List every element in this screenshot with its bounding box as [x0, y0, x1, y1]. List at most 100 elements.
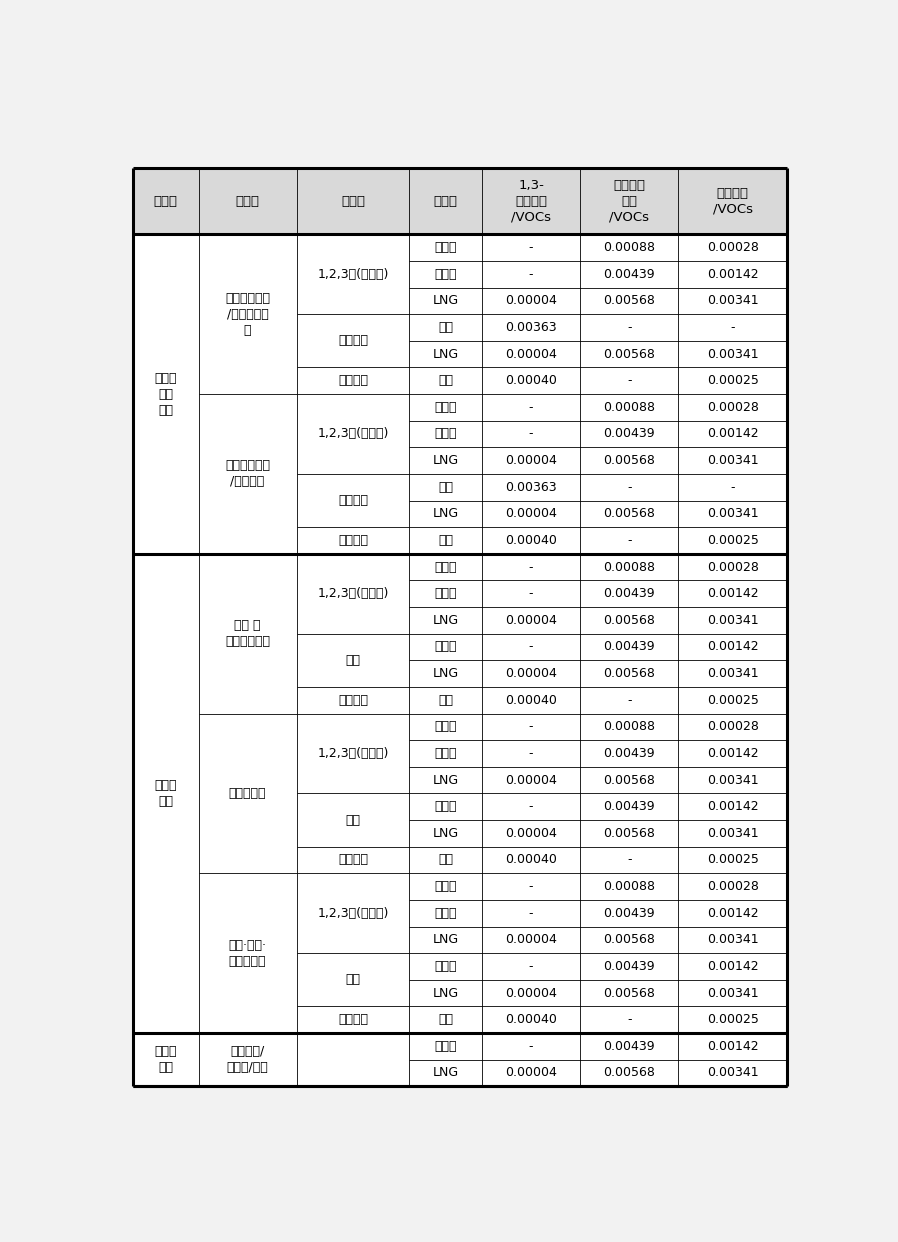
Text: LNG: LNG	[433, 933, 459, 946]
Text: 기타: 기타	[346, 653, 360, 667]
Text: 0.00004: 0.00004	[506, 827, 557, 840]
Text: 0.00040: 0.00040	[506, 694, 557, 707]
Text: 0.00142: 0.00142	[707, 427, 759, 441]
Text: 1,2,3종(보일러): 1,2,3종(보일러)	[317, 587, 389, 600]
Text: 무연탄: 무연탄	[435, 560, 457, 574]
Text: 에틸벤젠
/VOCs: 에틸벤젠 /VOCs	[713, 186, 753, 216]
Text: 0.00004: 0.00004	[506, 507, 557, 520]
Text: 유연탄: 유연탄	[435, 641, 457, 653]
Text: 0.00004: 0.00004	[506, 667, 557, 681]
Text: 0.00341: 0.00341	[707, 667, 759, 681]
Text: 1,2,3종(보일러): 1,2,3종(보일러)	[317, 268, 389, 281]
Text: -: -	[529, 268, 533, 281]
Text: 0.00028: 0.00028	[707, 401, 759, 414]
Text: 0.00025: 0.00025	[707, 534, 759, 546]
Text: LNG: LNG	[433, 455, 459, 467]
Text: 공공발전시설
/민간발전시
설: 공공발전시설 /민간발전시 설	[225, 292, 270, 337]
Text: 1,2,3종(보일러): 1,2,3종(보일러)	[317, 427, 389, 441]
Text: 0.00439: 0.00439	[603, 960, 655, 972]
Bar	[133, 168, 788, 235]
Text: 유연탄: 유연탄	[435, 587, 457, 600]
Text: -: -	[529, 881, 533, 893]
Text: 0.00025: 0.00025	[707, 694, 759, 707]
Text: 0.00439: 0.00439	[603, 268, 655, 281]
Text: 1,2,3종(보일러): 1,2,3종(보일러)	[317, 746, 389, 760]
Text: LNG: LNG	[433, 667, 459, 681]
Text: 가스터빈: 가스터빈	[338, 494, 368, 507]
Text: LNG: LNG	[433, 1067, 459, 1079]
Text: 0.00004: 0.00004	[506, 933, 557, 946]
Text: 디클로로
메탄
/VOCs: 디클로로 메탄 /VOCs	[609, 179, 649, 224]
Text: 대분류: 대분류	[154, 195, 178, 207]
Text: 경유: 경유	[438, 374, 453, 388]
Text: 0.00439: 0.00439	[603, 1040, 655, 1053]
Text: 무연탄: 무연탄	[435, 881, 457, 893]
Text: -: -	[627, 853, 631, 867]
Text: -: -	[627, 694, 631, 707]
Text: 경유: 경유	[438, 853, 453, 867]
Text: -: -	[529, 641, 533, 653]
Text: 0.00088: 0.00088	[603, 560, 656, 574]
Text: 0.00341: 0.00341	[707, 986, 759, 1000]
Text: LNG: LNG	[433, 348, 459, 360]
Text: 0.00568: 0.00568	[603, 827, 656, 840]
Text: 0.00040: 0.00040	[506, 1013, 557, 1026]
Text: 0.00004: 0.00004	[506, 614, 557, 627]
Text: -: -	[529, 720, 533, 733]
Text: 소분류: 소분류	[341, 195, 365, 207]
Text: 0.00142: 0.00142	[707, 587, 759, 600]
Text: 유연탄: 유연탄	[435, 907, 457, 919]
Text: 유연탄: 유연탄	[435, 960, 457, 972]
Text: 0.00341: 0.00341	[707, 827, 759, 840]
Text: 에너지
산업
연소: 에너지 산업 연소	[154, 371, 177, 416]
Text: 0.00040: 0.00040	[506, 534, 557, 546]
Text: -: -	[529, 800, 533, 814]
Text: 농업·축산·
수산업시설: 농업·축산· 수산업시설	[229, 939, 267, 968]
Text: 경유: 경유	[438, 694, 453, 707]
Text: 무연탄: 무연탄	[435, 401, 457, 414]
Text: LNG: LNG	[433, 614, 459, 627]
Text: 0.00439: 0.00439	[603, 587, 655, 600]
Text: 0.00363: 0.00363	[506, 481, 557, 494]
Text: 유연탄: 유연탄	[435, 1040, 457, 1053]
Text: 기타: 기타	[346, 814, 360, 826]
Text: 지역난방시설
/석유정제: 지역난방시설 /석유정제	[225, 460, 270, 488]
Text: 경유: 경유	[438, 534, 453, 546]
Text: 0.00568: 0.00568	[603, 933, 656, 946]
Text: 0.00004: 0.00004	[506, 294, 557, 307]
Text: 0.00142: 0.00142	[707, 746, 759, 760]
Text: 0.00142: 0.00142	[707, 641, 759, 653]
Text: 0.00439: 0.00439	[603, 800, 655, 814]
Text: -: -	[627, 1013, 631, 1026]
Text: 내연기관: 내연기관	[338, 534, 368, 546]
Text: 유연탄: 유연탄	[435, 427, 457, 441]
Text: 0.00142: 0.00142	[707, 960, 759, 972]
Text: 0.00025: 0.00025	[707, 374, 759, 388]
Text: 0.00568: 0.00568	[603, 455, 656, 467]
Text: 0.00341: 0.00341	[707, 455, 759, 467]
Text: 가스터빈: 가스터빈	[338, 334, 368, 348]
Text: 무연탄: 무연탄	[435, 720, 457, 733]
Text: 0.00341: 0.00341	[707, 294, 759, 307]
Text: -: -	[529, 560, 533, 574]
Text: 0.00363: 0.00363	[506, 320, 557, 334]
Text: 0.00341: 0.00341	[707, 933, 759, 946]
Text: 주거용시설: 주거용시설	[229, 787, 267, 800]
Text: 0.00341: 0.00341	[707, 774, 759, 786]
Text: 0.00040: 0.00040	[506, 853, 557, 867]
Text: 경유: 경유	[438, 320, 453, 334]
Text: 고정엔진: 고정엔진	[338, 1013, 368, 1026]
Text: 0.00028: 0.00028	[707, 241, 759, 255]
Text: 0.00142: 0.00142	[707, 1040, 759, 1053]
Text: 유연탄: 유연탄	[435, 800, 457, 814]
Text: 0.00568: 0.00568	[603, 1067, 656, 1079]
Bar	[133, 235, 788, 1087]
Text: -: -	[731, 320, 735, 334]
Text: 유연탄: 유연탄	[435, 746, 457, 760]
Text: 0.00028: 0.00028	[707, 881, 759, 893]
Text: 0.00028: 0.00028	[707, 560, 759, 574]
Text: 0.00028: 0.00028	[707, 720, 759, 733]
Text: -: -	[731, 481, 735, 494]
Text: LNG: LNG	[433, 986, 459, 1000]
Text: 무연탄: 무연탄	[435, 241, 457, 255]
